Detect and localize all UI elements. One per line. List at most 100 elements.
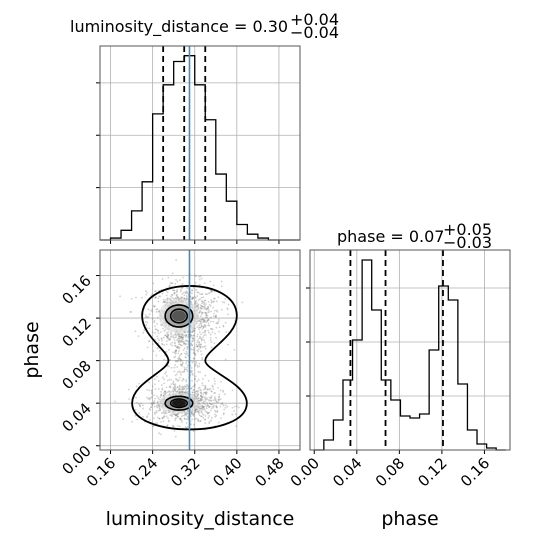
scatter-point	[206, 389, 209, 391]
scatter-point	[192, 334, 195, 337]
scatter-point	[191, 330, 194, 333]
scatter-point	[144, 290, 147, 292]
scatter-point	[196, 349, 199, 352]
scatter-point	[175, 377, 177, 380]
scatter-point	[165, 412, 168, 415]
scatter-point	[163, 378, 166, 381]
scatter-point	[198, 386, 201, 389]
scatter-point	[200, 397, 202, 400]
scatter-point	[176, 297, 179, 299]
scatter-point	[174, 413, 177, 416]
scatter-point	[191, 340, 194, 343]
scatter-point	[164, 334, 167, 337]
scatter-point	[193, 334, 195, 337]
scatter-point	[182, 388, 185, 391]
scatter-point	[206, 404, 209, 407]
scatter-point	[203, 320, 206, 323]
scatter-point	[197, 407, 200, 410]
scatter-point	[169, 385, 172, 388]
scatter-point	[201, 311, 204, 314]
scatter-point	[151, 317, 154, 320]
scatter-point	[223, 408, 226, 411]
scatter-point	[160, 384, 163, 387]
scatter-point	[181, 333, 184, 336]
scatter-point	[193, 378, 196, 380]
scatter-point	[204, 422, 207, 425]
scatter-point	[180, 364, 183, 367]
scatter-point	[208, 303, 211, 306]
scatter-point	[201, 384, 204, 387]
scatter-point	[171, 341, 174, 344]
scatter-point	[172, 425, 175, 428]
scatter-point	[197, 419, 200, 422]
scatter-point	[163, 300, 165, 303]
scatter-point	[204, 316, 207, 319]
scatter-point	[171, 296, 174, 299]
scatter-point	[203, 299, 206, 302]
scatter-point	[180, 390, 183, 393]
scatter-point	[200, 324, 203, 327]
scatter-point	[171, 294, 174, 296]
scatter-point	[186, 345, 189, 348]
scatter-point	[203, 319, 206, 321]
scatter-point	[182, 341, 185, 344]
scatter-point	[146, 291, 148, 294]
scatter-point	[191, 418, 194, 421]
scatter-point	[174, 336, 176, 339]
scatter-point	[166, 299, 169, 301]
scatter-point	[160, 337, 163, 340]
scatter-point	[156, 422, 159, 424]
scatter-point	[213, 290, 216, 293]
scatter-point	[180, 373, 183, 376]
scatter-point	[196, 295, 199, 297]
scatter-point	[194, 363, 197, 366]
scatter-point	[176, 415, 179, 418]
scatter-point	[177, 352, 180, 355]
scatter-point	[192, 430, 195, 432]
scatter-point	[165, 335, 168, 338]
scatter-point	[203, 346, 205, 348]
scatter-point	[192, 346, 195, 349]
scatter-point	[201, 338, 203, 341]
scatter-point	[172, 391, 175, 393]
scatter-point	[190, 387, 193, 390]
scatter-point	[201, 415, 203, 418]
scatter-point	[192, 327, 195, 330]
scatter-point	[176, 290, 178, 293]
scatter-point	[194, 375, 197, 378]
scatter-point	[204, 384, 207, 387]
scatter-point	[180, 359, 182, 361]
scatter-point	[214, 315, 217, 318]
scatter-point	[198, 405, 201, 408]
scatter-point	[179, 344, 182, 346]
scatter-point	[200, 338, 203, 340]
scatter-point	[231, 389, 234, 392]
scatter-point	[192, 393, 194, 396]
scatter-point	[197, 308, 200, 311]
scatter-point	[196, 391, 199, 394]
scatter-point	[202, 401, 205, 404]
scatter-point	[167, 337, 170, 340]
scatter-point	[189, 347, 192, 350]
scatter-point	[185, 286, 188, 289]
scatter-point	[191, 379, 193, 382]
scatter-point	[206, 319, 209, 322]
scatter-point	[192, 360, 195, 363]
scatter-point	[180, 336, 183, 339]
scatter-point	[128, 398, 130, 400]
scatter-point	[186, 415, 189, 418]
scatter-point	[202, 378, 204, 380]
scatter-point	[211, 403, 213, 406]
x-tick-label: 0.32	[167, 454, 203, 490]
scatter-point	[201, 404, 204, 407]
scatter-point	[164, 391, 167, 394]
scatter-point	[181, 388, 184, 391]
scatter-point	[183, 297, 186, 300]
scatter-point	[195, 411, 197, 413]
scatter-point	[175, 291, 178, 294]
scatter-point	[196, 410, 199, 413]
scatter-point	[208, 402, 211, 405]
scatter-point	[160, 394, 163, 397]
scatter-point	[194, 410, 197, 412]
scatter-point	[166, 424, 169, 427]
